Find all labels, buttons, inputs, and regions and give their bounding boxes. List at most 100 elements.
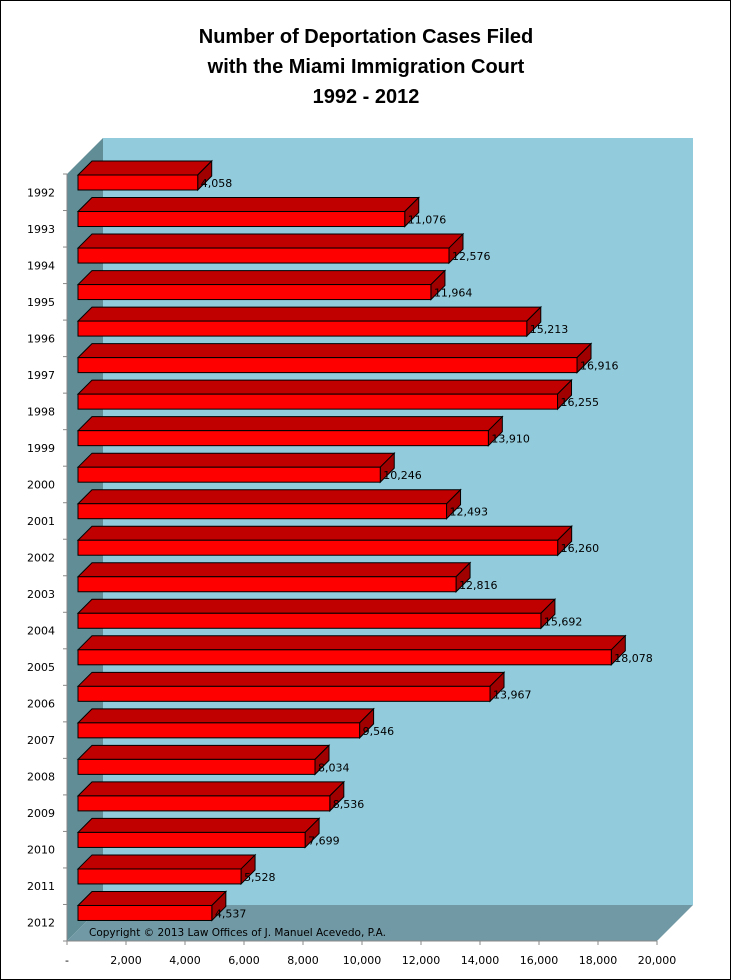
bar-front (77, 649, 612, 666)
bar-front (77, 503, 448, 520)
data-label: 16,260 (561, 542, 600, 555)
y-tick-label: 1997 (27, 369, 55, 382)
chart-title-line-3: 1992 - 2012 (313, 86, 420, 108)
y-tick-label: 2007 (27, 734, 55, 747)
data-label: 4,058 (201, 177, 233, 190)
bar-top (76, 744, 331, 760)
x-tick-label: 20,000 (638, 954, 677, 967)
x-tick-label: 12,000 (402, 954, 441, 967)
y-tick-label: 2006 (27, 698, 55, 711)
bar-top (76, 890, 228, 906)
x-tick-label: 4,000 (169, 954, 201, 967)
bar-1997: 16,916 (76, 342, 619, 374)
x-tick-label: 8,000 (287, 954, 319, 967)
data-label: 8,536 (333, 798, 365, 811)
y-tick-label: 2005 (27, 661, 55, 674)
y-tick-label: 2010 (27, 844, 55, 857)
bar-2009: 8,536 (76, 780, 365, 813)
data-label: 12,576 (452, 250, 491, 263)
y-tick-label: 1994 (27, 259, 55, 272)
bar-2012: 4,537 (76, 890, 247, 922)
y-tick-label: 1998 (27, 405, 55, 418)
data-label: 16,255 (561, 396, 600, 409)
bar-front (77, 831, 306, 848)
bar-top (76, 525, 573, 541)
bar-front (77, 466, 381, 483)
bar-top (76, 854, 257, 870)
y-tick-label: 1996 (27, 332, 55, 345)
data-label: 4,537 (215, 907, 247, 920)
bar-front (77, 685, 491, 702)
copyright-annotation: Copyright © 2013 Law Offices of J. Manue… (89, 927, 386, 939)
y-tick-label: 2004 (27, 625, 55, 638)
bar-front (77, 758, 316, 775)
x-tick-label: 14,000 (461, 954, 500, 967)
bar-top (76, 270, 447, 286)
bar-front (77, 904, 213, 921)
bar-front (77, 868, 242, 885)
x-tick-label: - (65, 954, 69, 967)
data-label: 15,692 (544, 615, 583, 628)
data-label: 9,546 (363, 725, 395, 738)
bar-top (76, 197, 420, 213)
bar-1995: 11,964 (76, 269, 473, 301)
data-label: 11,964 (434, 287, 473, 300)
bar-top (76, 635, 627, 651)
bar-2002: 16,260 (76, 525, 600, 557)
bar-top (76, 379, 573, 395)
y-tick-label: 2012 (27, 917, 55, 930)
bar-2011: 5,528 (76, 853, 276, 886)
data-label: 10,246 (383, 469, 422, 482)
bar-front (77, 393, 559, 410)
data-label: 12,816 (459, 579, 498, 592)
bar-1998: 16,255 (76, 378, 600, 411)
bar-top (76, 781, 346, 797)
y-tick-label: 2002 (27, 552, 55, 565)
y-tick-label: 2001 (27, 515, 55, 528)
bar-top (76, 562, 472, 578)
y-tick-label: 1995 (27, 296, 55, 309)
bar-1992: 4,058 (76, 159, 233, 192)
y-tick-label: 1993 (27, 223, 55, 236)
y-tick-label: 2009 (27, 807, 55, 820)
data-label: 11,076 (408, 214, 447, 227)
data-label: 5,528 (244, 871, 275, 884)
bar-front (77, 174, 199, 191)
bar-top (76, 233, 465, 249)
bar-front (77, 430, 489, 447)
data-label: 7,699 (308, 834, 340, 847)
bar-front (77, 357, 578, 374)
bar-front (77, 722, 361, 739)
bar-top (76, 160, 213, 176)
bar-front (77, 576, 457, 593)
bar-top (76, 343, 593, 359)
data-label: 13,967 (493, 688, 532, 701)
x-tick-label: 10,000 (343, 954, 382, 967)
bar-2005: 18,078 (76, 634, 653, 667)
bar-front (77, 612, 542, 629)
bar-top (76, 598, 557, 614)
data-label: 16,916 (580, 360, 619, 373)
y-tick-label: 2003 (27, 588, 55, 601)
bar-front (77, 247, 450, 264)
bar-front (77, 211, 406, 228)
bar-2010: 7,699 (76, 817, 340, 849)
y-tick-label: 2008 (27, 771, 55, 784)
chart-title-line-1: Number of Deportation Cases Filed (199, 26, 534, 48)
data-label: 8,034 (318, 761, 350, 774)
y-tick-label: 2011 (27, 880, 55, 893)
bar-2001: 12,493 (76, 488, 488, 520)
y-tick-label: 1992 (27, 186, 55, 199)
bar-front (77, 320, 528, 337)
bar-2007: 9,546 (76, 707, 395, 740)
bar-1994: 12,576 (76, 232, 491, 265)
bar-front (77, 539, 559, 556)
x-tick-label: 6,000 (228, 954, 260, 967)
bar-2004: 15,692 (76, 598, 583, 630)
bar-top (76, 452, 396, 468)
chart-title-line-2: with the Miami Immigration Court (207, 56, 525, 78)
bar-front (77, 284, 432, 301)
bar-2003: 12,816 (76, 561, 498, 593)
